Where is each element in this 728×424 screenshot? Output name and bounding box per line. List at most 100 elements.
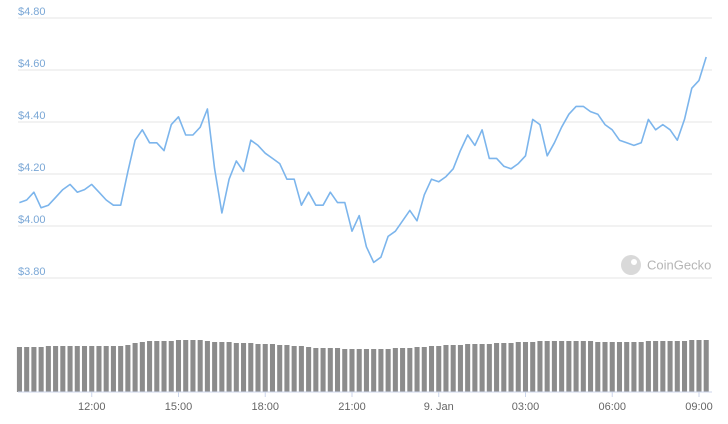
volume-bar [689,340,695,392]
volume-bar [125,345,131,392]
x-tick-label: 18:00 [251,401,279,413]
volume-bar [67,346,73,392]
volume-bar [277,345,283,392]
volume-bar [443,345,449,392]
volume-bar [479,344,485,392]
volume-bar [638,342,644,392]
volume-bar [428,346,435,392]
x-tick-label: 21:00 [338,401,366,413]
y-tick-label: $4.80 [18,6,46,18]
volume-bar [624,342,630,392]
watermark-logo [621,255,641,275]
volume-bar [269,344,275,392]
watermark: CoinGecko [621,255,711,275]
volume-bar [645,341,651,392]
y-tick-label: $4.00 [18,214,46,226]
volume-bar [255,344,261,392]
volume-bar [248,343,254,392]
volume-bar [334,348,341,392]
volume-bar [703,340,709,392]
volume-bar [450,345,456,392]
volume-bar [183,340,189,392]
volume-bar [212,342,218,392]
x-tick-label: 09:00 [685,401,713,413]
volume-bar [226,342,232,392]
volume-bar [501,343,507,392]
volume-bar [407,348,413,392]
volume-bar [132,343,138,392]
volume-bar [45,346,51,392]
watermark-logo-eye [631,259,637,265]
volume-bar [486,344,492,392]
price-line [19,56,707,264]
x-tick-label: 06:00 [598,401,626,413]
volume-bar [588,341,594,392]
volume-bar [38,347,44,392]
volume-bar [378,349,384,392]
volume-bar [81,346,88,392]
volume-bar [573,341,579,392]
volume-bar [197,340,203,392]
volume-bar [537,341,543,392]
volume-bar [400,348,406,392]
volume-bar [472,344,478,392]
volume-bar [544,341,550,392]
volume-bar [522,342,529,392]
volume-bar [515,342,521,392]
volume-bar [16,347,22,392]
volume-bar [219,342,225,392]
volume-bar [667,341,673,392]
x-tick-label: 15:00 [165,401,193,413]
volume-bar [154,341,160,392]
volume-bar [530,342,536,392]
volume-bar [616,342,622,392]
x-tick-label: 12:00 [78,401,106,413]
volume-bar [392,348,398,392]
y-tick-label: $3.80 [18,266,46,278]
volume-bar [595,342,601,392]
volume-bar [385,349,391,392]
volume-bar [371,349,377,392]
volume-bar [31,347,37,392]
volume-bar [139,342,145,392]
watermark-text: CoinGecko [647,257,711,272]
volume-bar [653,341,659,392]
volume-bar [24,347,30,392]
volume-bar [681,341,688,392]
volume-bar [559,341,565,392]
volume-bar [89,346,95,392]
volume-bar [660,341,666,392]
volume-bar [190,340,196,392]
volume-bar [421,347,427,392]
volume-bar [262,344,268,392]
volume-bar [696,340,702,392]
volume-bar [494,343,500,392]
volume-bar [110,346,116,392]
volume-bar [147,341,153,392]
volume-bar [457,345,463,392]
y-tick-label: $4.40 [18,110,46,122]
volume-bar [168,341,174,392]
volume-bar [609,342,615,392]
volume-bar [60,346,66,392]
volume-bar [436,346,442,392]
volume-bar [356,349,362,392]
volume-bar [284,345,290,392]
volume-bar [175,340,182,392]
volume-bar [204,341,210,392]
volume-bar [241,343,247,392]
volume-bar [580,341,586,392]
volume-bar [566,341,572,392]
y-tick-label: $4.60 [18,58,46,70]
volume-bar [161,341,167,392]
volume-bar [465,344,471,392]
volume-bar [233,343,239,392]
volume-bar [298,346,304,392]
volume-bar [342,349,348,392]
volume-bar [508,343,514,392]
x-tick-label: 03:00 [512,401,540,413]
volume-bar [327,348,333,392]
volume-bar [313,348,319,392]
volume-bar [349,349,355,392]
volume-bar [674,341,680,392]
